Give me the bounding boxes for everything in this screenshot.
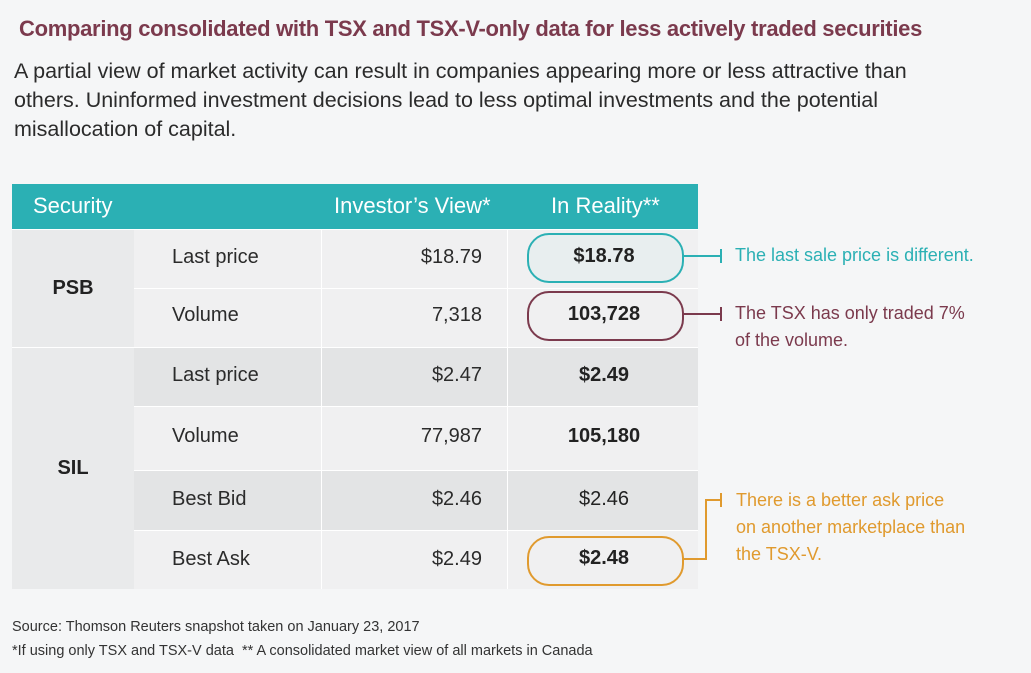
note-line: on another marketplace than bbox=[736, 517, 966, 537]
note-line: the TSX-V. bbox=[736, 544, 823, 564]
row-view-value: $18.79 bbox=[420, 246, 482, 268]
security-label: SIL bbox=[57, 457, 89, 479]
note-volume: The TSX has only traded 7% of the volume… bbox=[735, 300, 965, 354]
row-label: Last price bbox=[172, 364, 259, 386]
note-ask: There is a better ask price on another m… bbox=[736, 487, 965, 568]
note-line: There is a better ask price bbox=[736, 490, 945, 510]
table-row: Best Ask $2.49 $2.48 bbox=[134, 530, 698, 589]
source-note: Source: Thomson Reuters snapshot taken o… bbox=[12, 619, 420, 635]
reality-value-overlay: $18.78 bbox=[573, 245, 635, 267]
highlight-oval-volume bbox=[527, 291, 684, 341]
table-row: Last price $2.47 $2.49 bbox=[134, 347, 698, 406]
row-reality-value: $2.46 bbox=[578, 488, 630, 510]
highlight-oval-price bbox=[527, 233, 684, 283]
table-row: Best Bid $2.46 $2.46 bbox=[134, 470, 698, 530]
reality-value-overlay: $2.48 bbox=[578, 547, 630, 569]
note-price: The last sale price is different. bbox=[735, 245, 974, 265]
note-line: The TSX has only traded 7% bbox=[735, 303, 965, 323]
security-cell-psb: PSB bbox=[12, 229, 134, 347]
header-in-reality: In Reality** bbox=[551, 193, 660, 218]
row-view-value: 77,987 bbox=[420, 425, 482, 447]
row-label: Best Bid bbox=[172, 488, 247, 510]
row-label: Best Ask bbox=[172, 548, 250, 570]
row-label: Volume bbox=[172, 425, 239, 447]
security-cell-sil: SIL bbox=[12, 347, 134, 589]
security-label: PSB bbox=[52, 277, 94, 299]
page-title: Comparing consolidated with TSX and TSX-… bbox=[19, 16, 923, 41]
intro-paragraph: A partial view of market activity can re… bbox=[14, 59, 907, 141]
header-security: Security bbox=[33, 193, 113, 218]
table-row: Volume 7,318 103,728 bbox=[134, 288, 698, 347]
row-view-value: $2.46 bbox=[431, 488, 482, 510]
row-view-value: 7,318 bbox=[431, 304, 482, 326]
highlight-oval-ask bbox=[527, 536, 684, 586]
table-header: Security Investor’s View* In Reality** bbox=[12, 184, 698, 229]
reality-value-overlay: 103,728 bbox=[567, 303, 641, 325]
row-label: Last price bbox=[172, 246, 259, 268]
row-view-value: $2.47 bbox=[431, 364, 482, 386]
row-reality-value: $2.49 bbox=[578, 364, 630, 386]
column-divider bbox=[507, 229, 508, 589]
header-investors-view: Investor’s View* bbox=[334, 193, 491, 218]
note-line: of the volume. bbox=[735, 330, 849, 350]
row-view-value: $2.49 bbox=[431, 548, 482, 570]
row-reality-value: 105,180 bbox=[567, 425, 641, 447]
footnote: *If using only TSX and TSX-V data ** A c… bbox=[12, 643, 593, 659]
column-divider bbox=[321, 229, 322, 589]
row-label: Volume bbox=[172, 304, 239, 326]
table-row: Volume 77,987 105,180 bbox=[134, 406, 698, 470]
